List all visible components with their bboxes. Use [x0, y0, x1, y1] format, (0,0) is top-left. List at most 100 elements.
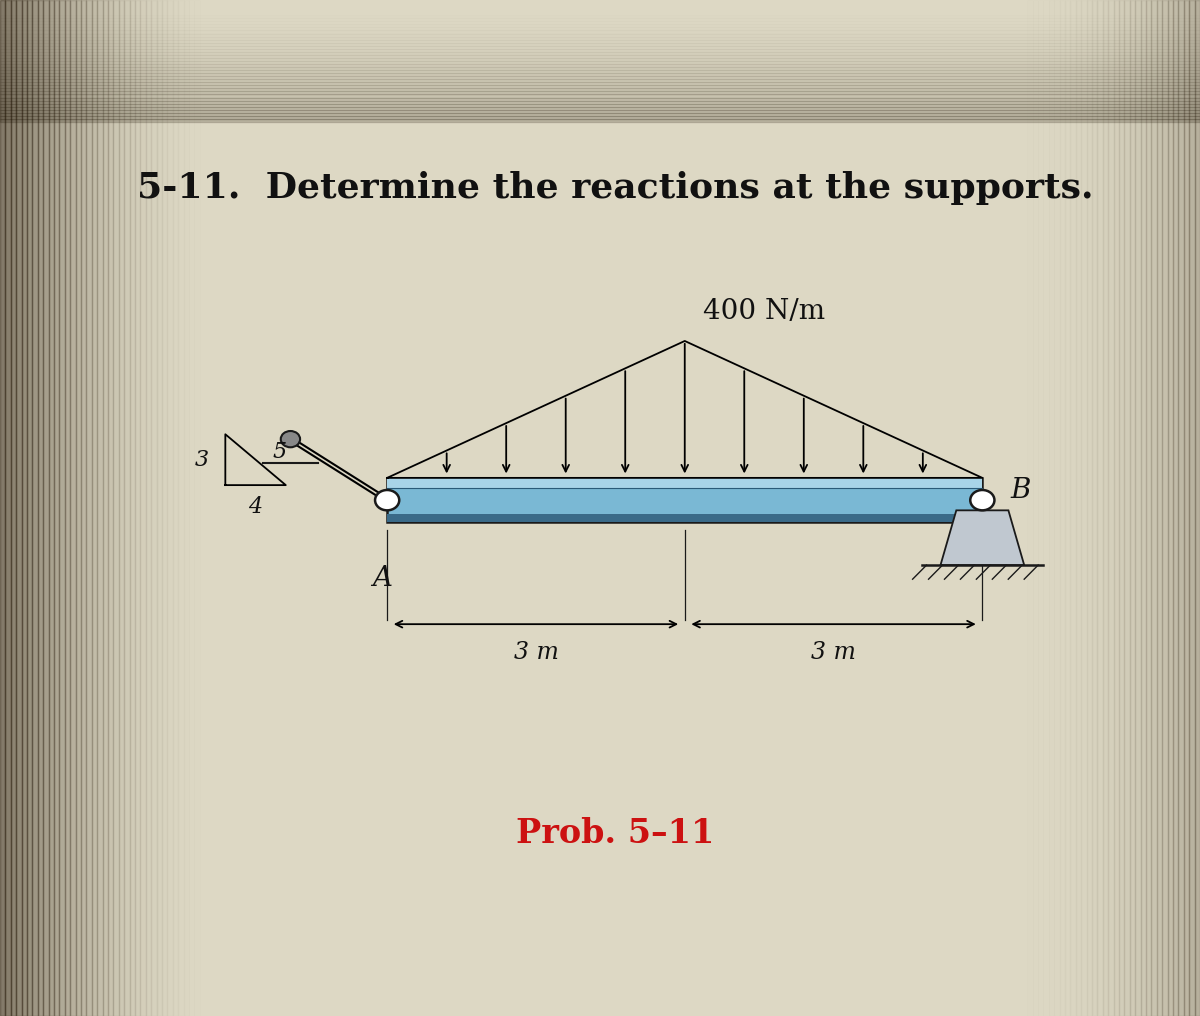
Bar [0, 79, 1200, 82]
Bar [0, 0, 1200, 3]
Bar [0, 15, 1200, 18]
Bar [1151, 0, 1157, 1016]
Polygon shape [388, 478, 983, 488]
Bar [173, 0, 178, 1016]
Bar [0, 46, 1200, 49]
Bar [134, 0, 140, 1016]
Bar [22, 0, 28, 1016]
Bar [146, 0, 151, 1016]
Bar [0, 107, 1200, 110]
Bar [0, 34, 1200, 37]
Bar [0, 70, 1200, 73]
Bar [156, 0, 162, 1016]
Bar [1001, 0, 1006, 1016]
Bar [48, 0, 54, 1016]
Bar [0, 94, 1200, 98]
Polygon shape [388, 514, 983, 522]
Bar [1168, 0, 1172, 1016]
Bar [1114, 0, 1118, 1016]
Bar [1038, 0, 1043, 1016]
Bar [0, 40, 1200, 43]
Bar [125, 0, 130, 1016]
Bar [0, 119, 1200, 122]
Bar [76, 0, 82, 1016]
Bar [0, 52, 1200, 55]
Text: 400 N/m: 400 N/m [703, 299, 826, 325]
Bar [0, 116, 1200, 119]
Bar [211, 0, 216, 1016]
Text: A: A [372, 566, 392, 592]
Text: 3 m: 3 m [514, 641, 558, 664]
Bar [0, 73, 1200, 76]
Bar [54, 0, 60, 1016]
Bar [1087, 0, 1092, 1016]
Bar [0, 12, 1200, 15]
Bar [140, 0, 146, 1016]
Bar [1162, 0, 1168, 1016]
Text: B: B [1010, 478, 1031, 504]
Text: 5-11.  Determine the reactions at the supports.: 5-11. Determine the reactions at the sup… [137, 172, 1093, 205]
Bar [103, 0, 108, 1016]
Bar [1049, 0, 1054, 1016]
Bar [0, 30, 1200, 34]
Bar [1140, 0, 1146, 1016]
Text: 4: 4 [248, 496, 263, 518]
Bar [0, 55, 1200, 58]
Bar [28, 0, 32, 1016]
Bar [1124, 0, 1129, 1016]
Bar [0, 18, 1200, 21]
Bar [0, 24, 1200, 27]
Bar [1183, 0, 1189, 1016]
Bar [1043, 0, 1049, 1016]
Bar [1118, 0, 1124, 1016]
Bar [1092, 0, 1097, 1016]
Bar [0, 27, 1200, 30]
Bar [0, 21, 1200, 24]
Bar [1010, 0, 1016, 1016]
Bar [1081, 0, 1086, 1016]
Bar [1135, 0, 1140, 1016]
Bar [1130, 0, 1135, 1016]
Bar [0, 43, 1200, 46]
Bar [0, 6, 1200, 9]
Text: 3: 3 [196, 449, 209, 470]
Bar [1097, 0, 1103, 1016]
Bar [0, 88, 1200, 91]
Bar [0, 98, 1200, 101]
Bar [984, 0, 989, 1016]
Bar [1027, 0, 1032, 1016]
Bar [5, 0, 11, 1016]
Bar [1189, 0, 1194, 1016]
Bar [114, 0, 119, 1016]
Bar [17, 0, 22, 1016]
Bar [0, 64, 1200, 67]
Bar [91, 0, 97, 1016]
Bar [0, 3, 1200, 6]
Bar [1016, 0, 1022, 1016]
Bar [184, 0, 190, 1016]
Bar [1076, 0, 1081, 1016]
Bar [190, 0, 194, 1016]
Bar [60, 0, 65, 1016]
Bar [194, 0, 199, 1016]
Bar [151, 0, 156, 1016]
Text: 5: 5 [272, 441, 287, 463]
Bar [178, 0, 184, 1016]
Bar [167, 0, 173, 1016]
Bar [995, 0, 1001, 1016]
Bar [989, 0, 995, 1016]
Text: Prob. 5–11: Prob. 5–11 [516, 817, 714, 850]
Bar [0, 67, 1200, 70]
Bar [0, 113, 1200, 116]
Circle shape [971, 490, 995, 510]
Bar [0, 0, 5, 1016]
Bar [1022, 0, 1027, 1016]
Bar [130, 0, 134, 1016]
Text: 3 m: 3 m [811, 641, 856, 664]
Circle shape [376, 490, 400, 510]
Bar [0, 49, 1200, 52]
Bar [11, 0, 17, 1016]
Bar [119, 0, 125, 1016]
Bar [0, 85, 1200, 88]
Bar [38, 0, 43, 1016]
